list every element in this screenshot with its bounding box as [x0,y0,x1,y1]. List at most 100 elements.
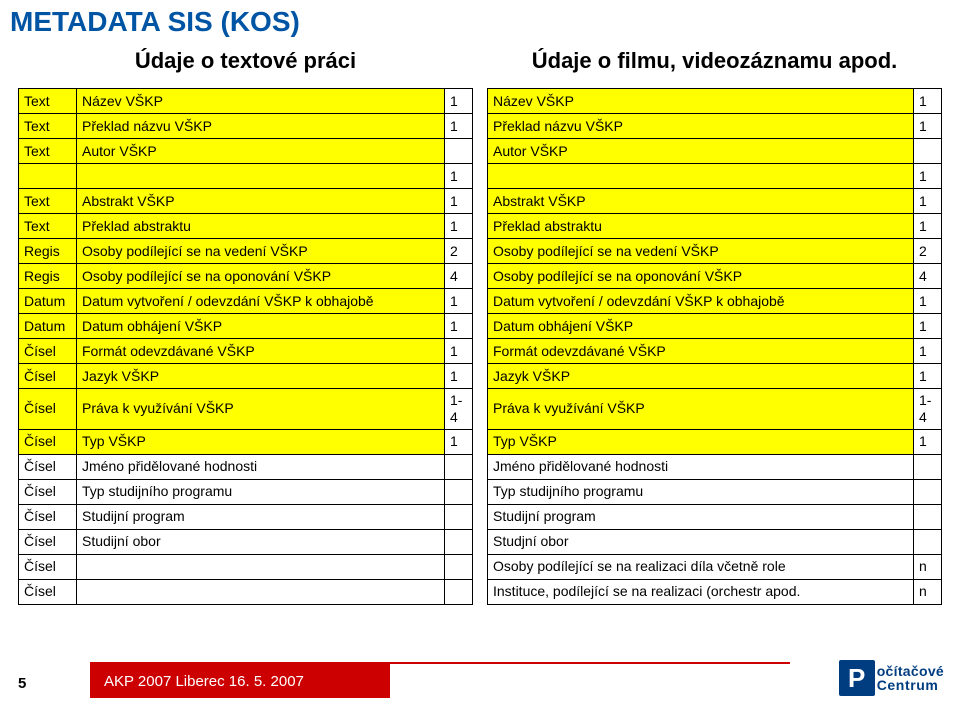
footer-logo: P očítačové Centrum [839,660,944,696]
row-num [914,529,942,554]
row-label: Studijní program [488,504,914,529]
row-label: Název VŠKP [488,89,914,114]
row-label: Jméno přidělované hodnosti [77,454,445,479]
table-row: Osoby podílející se na realizaci díla vč… [488,554,942,579]
row-num: 1 [445,89,473,114]
row-label: Osoby podílející se na vedení VŠKP [488,239,914,264]
logo-text: očítačové Centrum [877,664,944,692]
row-label: Překlad názvu VŠKP [488,114,914,139]
right-table: Název VŠKP1Překlad názvu VŠKP1Autor VŠKP… [487,88,942,605]
row-label: Datum vytvoření / odevzdání VŠKP k obhaj… [488,289,914,314]
table-row: Osoby podílející se na oponování VŠKP4 [488,264,942,289]
table-row: Čísel [19,579,473,604]
row-num [445,139,473,164]
row-num: n [914,554,942,579]
row-num: 1 [914,289,942,314]
row-prefix: Regis [19,239,77,264]
table-row: TextNázev VŠKP1 [19,89,473,114]
row-num: 1 [445,339,473,364]
row-label: Osoby podílející se na oponování VŠKP [488,264,914,289]
table-row: Autor VŠKP [488,139,942,164]
row-label: Datum obhájení VŠKP [488,314,914,339]
row-num: 1-4 [445,389,473,430]
row-label: Osoby podílející se na realizaci díla vč… [488,554,914,579]
row-num: 1 [445,189,473,214]
row-label: Abstrakt VŠKP [77,189,445,214]
row-prefix: Text [19,114,77,139]
table-row: ČíselStudijní program [19,504,473,529]
row-prefix: Čísel [19,579,77,604]
row-label [488,164,914,189]
logo-line1: očítačové [877,664,944,678]
table-row: Čísel [19,554,473,579]
row-num [445,579,473,604]
table-row: ČíselFormát odevzdávané VŠKP1 [19,339,473,364]
row-prefix: Text [19,89,77,114]
table-row: RegisOsoby podílející se na oponování VŠ… [19,264,473,289]
row-label: Typ VŠKP [77,429,445,454]
table-row: 1 [488,164,942,189]
row-num: 1 [445,214,473,239]
row-prefix: Čísel [19,479,77,504]
row-num: 1-4 [914,389,942,430]
row-num [445,454,473,479]
table-row: Studjní obor [488,529,942,554]
row-num: 1 [914,314,942,339]
row-prefix: Regis [19,264,77,289]
row-num: 4 [445,264,473,289]
row-label: Osoby podílející se na vedení VŠKP [77,239,445,264]
footer-bar-text: AKP 2007 Liberec 16. 5. 2007 [104,673,304,690]
footer-bar: AKP 2007 Liberec 16. 5. 2007 [90,664,390,698]
row-num: 1 [914,364,942,389]
table-row: ČíselPráva k využívání VŠKP1-4 [19,389,473,430]
table-row: TextAbstrakt VŠKP1 [19,189,473,214]
table-row: Osoby podílející se na vedení VŠKP2 [488,239,942,264]
row-prefix: Čísel [19,339,77,364]
row-label: Abstrakt VŠKP [488,189,914,214]
table-row: DatumDatum obhájení VŠKP1 [19,314,473,339]
left-table: TextNázev VŠKP1TextPřeklad názvu VŠKP1Te… [18,88,473,605]
row-prefix: Čísel [19,554,77,579]
row-num: 1 [914,189,942,214]
row-label: Studjní obor [488,529,914,554]
row-num: 1 [445,364,473,389]
row-num: 4 [914,264,942,289]
table-row: Abstrakt VŠKP1 [488,189,942,214]
row-label: Datum obhájení VŠKP [77,314,445,339]
row-num [914,454,942,479]
row-num: 1 [914,429,942,454]
row-label: Jméno přidělované hodnosti [488,454,914,479]
row-label [77,554,445,579]
row-label: Formát odevzdávané VŠKP [488,339,914,364]
row-num: 1 [914,214,942,239]
table-row: TextAutor VŠKP [19,139,473,164]
left-column: Údaje o textové práci TextNázev VŠKP1Tex… [18,48,473,605]
table-row: Název VŠKP1 [488,89,942,114]
left-heading: Údaje o textové práci [18,48,473,74]
row-label: Osoby podílející se na oponování VŠKP [77,264,445,289]
table-row: Překlad názvu VŠKP1 [488,114,942,139]
row-label: Typ studijního programu [488,479,914,504]
row-num: 2 [445,239,473,264]
row-label: Datum vytvoření / odevzdání VŠKP k obhaj… [77,289,445,314]
table-row: Instituce, podílející se na realizaci (o… [488,579,942,604]
row-prefix: Datum [19,314,77,339]
row-prefix: Čísel [19,364,77,389]
table-row: 1 [19,164,473,189]
row-label: Práva k využívání VŠKP [77,389,445,430]
table-row: TextPřeklad abstraktu1 [19,214,473,239]
row-num: 1 [914,89,942,114]
row-num: 1 [445,114,473,139]
row-num: 1 [445,164,473,189]
table-row: Překlad abstraktu1 [488,214,942,239]
table-row: Studijní program [488,504,942,529]
footer: 5 AKP 2007 Liberec 16. 5. 2007 P očítačo… [0,656,960,698]
table-row: ČíselJazyk VŠKP1 [19,364,473,389]
row-num: 1 [445,429,473,454]
row-label [77,579,445,604]
row-num [445,504,473,529]
table-row: DatumDatum vytvoření / odevzdání VŠKP k … [19,289,473,314]
row-label: Typ studijního programu [77,479,445,504]
table-row: ČíselJméno přidělované hodnosti [19,454,473,479]
row-num [445,529,473,554]
